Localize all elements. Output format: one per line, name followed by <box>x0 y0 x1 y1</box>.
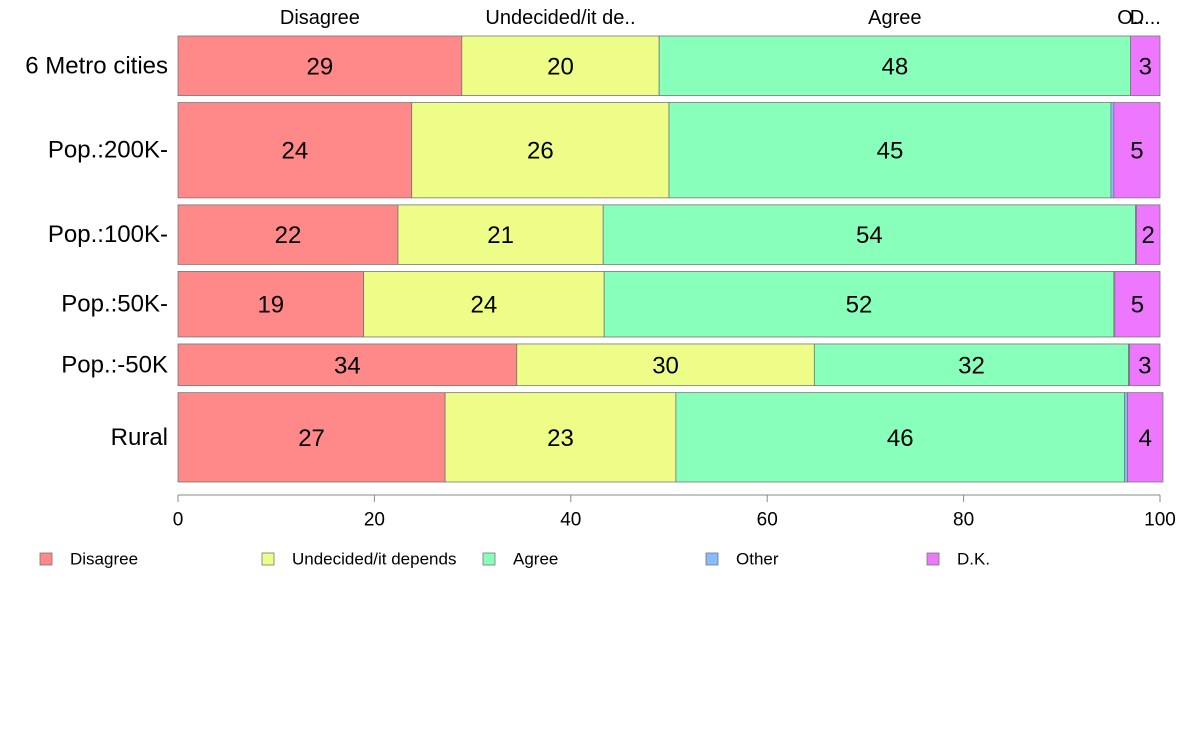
category-label: Pop.:100K- <box>48 221 168 248</box>
data-label: 32 <box>958 352 985 379</box>
data-label: 54 <box>856 222 883 249</box>
bar-segment <box>1136 204 1161 265</box>
data-label: 24 <box>471 292 498 319</box>
x-tick-label: 100 <box>1144 510 1176 531</box>
data-label: 20 <box>547 53 574 80</box>
bar-segment <box>516 343 815 387</box>
bar-segment <box>411 102 670 199</box>
data-label: 21 <box>487 222 514 249</box>
category-label: Rural <box>111 424 168 451</box>
data-label: 2 <box>1142 222 1155 249</box>
bar-segment <box>1124 392 1128 483</box>
data-label: 46 <box>887 425 914 452</box>
segment-header: D... <box>1130 7 1161 29</box>
segment-header: Disagree <box>280 7 360 29</box>
bar-segment <box>603 271 1115 338</box>
legend-entry: Disagree <box>70 550 138 569</box>
data-label: 26 <box>527 138 554 165</box>
bar-segment <box>177 102 413 199</box>
bar-segment <box>461 35 660 96</box>
legend: Disagree Undecided/it depends Agree Other D.… <box>39 550 990 569</box>
legend-swatch <box>39 552 53 566</box>
bar-segment <box>1114 271 1161 338</box>
legend-entry: Undecided/it depends <box>292 550 456 569</box>
bar-segment <box>363 271 605 338</box>
bar-segment <box>1110 102 1115 199</box>
category-label: Pop.:50K- <box>61 291 168 318</box>
bar-segment <box>177 392 446 483</box>
data-label: 22 <box>275 222 302 249</box>
data-label: 5 <box>1130 138 1143 165</box>
bar-segment <box>1127 392 1164 483</box>
data-label: 24 <box>282 138 309 165</box>
legend-entry: D.K. <box>957 550 990 569</box>
category-label: Pop.:200K- <box>48 137 168 164</box>
bar-segment <box>1130 35 1161 96</box>
bar-segment <box>675 392 1126 483</box>
data-label: 48 <box>882 53 909 80</box>
segment-header: O.. <box>1117 7 1144 29</box>
data-label: 29 <box>307 53 334 80</box>
x-tick-label: 0 <box>173 510 184 531</box>
bar-segment <box>177 343 518 387</box>
data-label: 30 <box>652 352 679 379</box>
category-labels: 6 Metro cities Pop.:200K- Pop.:100K- Pop.:5… <box>25 52 168 451</box>
bar-segment <box>177 271 364 338</box>
data-label: 52 <box>846 292 873 319</box>
segment-header: Undecided/it de.. <box>485 7 635 29</box>
data-label: 5 <box>1131 292 1144 319</box>
bar-segment <box>1113 102 1161 199</box>
data-label: 23 <box>547 425 574 452</box>
data-label: 3 <box>1139 53 1152 80</box>
segment-header: Agree <box>868 7 921 29</box>
bar-segment <box>602 204 1136 265</box>
legend-entry: Other <box>736 550 779 569</box>
legend-entry: Agree <box>513 550 558 569</box>
category-label: 6 Metro cities <box>25 52 168 79</box>
bar-segment <box>177 204 399 265</box>
bar-segment <box>397 204 604 265</box>
legend-swatch <box>705 552 719 566</box>
bar-segment <box>1129 343 1161 387</box>
bars: 29 20 48 3 24 26 45 5 22 21 54 2 19 24 52 5 34 30 32 3 27 23 4… <box>177 35 1164 483</box>
data-label: 45 <box>877 138 904 165</box>
bar-segment <box>668 102 1112 199</box>
x-tick-label: 40 <box>560 510 581 531</box>
legend-swatch <box>926 552 940 566</box>
segment-headers: Disagree Undecided/it de.. Agree O..D... <box>280 7 1161 29</box>
legend-swatch <box>261 552 275 566</box>
legend-swatch <box>482 552 496 566</box>
data-label: 34 <box>334 352 361 379</box>
bar-segment <box>813 343 1129 387</box>
data-label: 19 <box>257 292 284 319</box>
data-label: 4 <box>1139 425 1152 452</box>
x-tick-label: 20 <box>364 510 385 531</box>
category-label: Pop.:-50K <box>61 351 168 378</box>
data-label: 3 <box>1138 352 1151 379</box>
x-tick-label: 80 <box>953 510 974 531</box>
data-label: 27 <box>298 425 325 452</box>
x-tick-label: 60 <box>757 510 778 531</box>
bar-segment <box>444 392 677 483</box>
x-axis: 0 20 40 60 80 100 <box>173 494 1176 531</box>
